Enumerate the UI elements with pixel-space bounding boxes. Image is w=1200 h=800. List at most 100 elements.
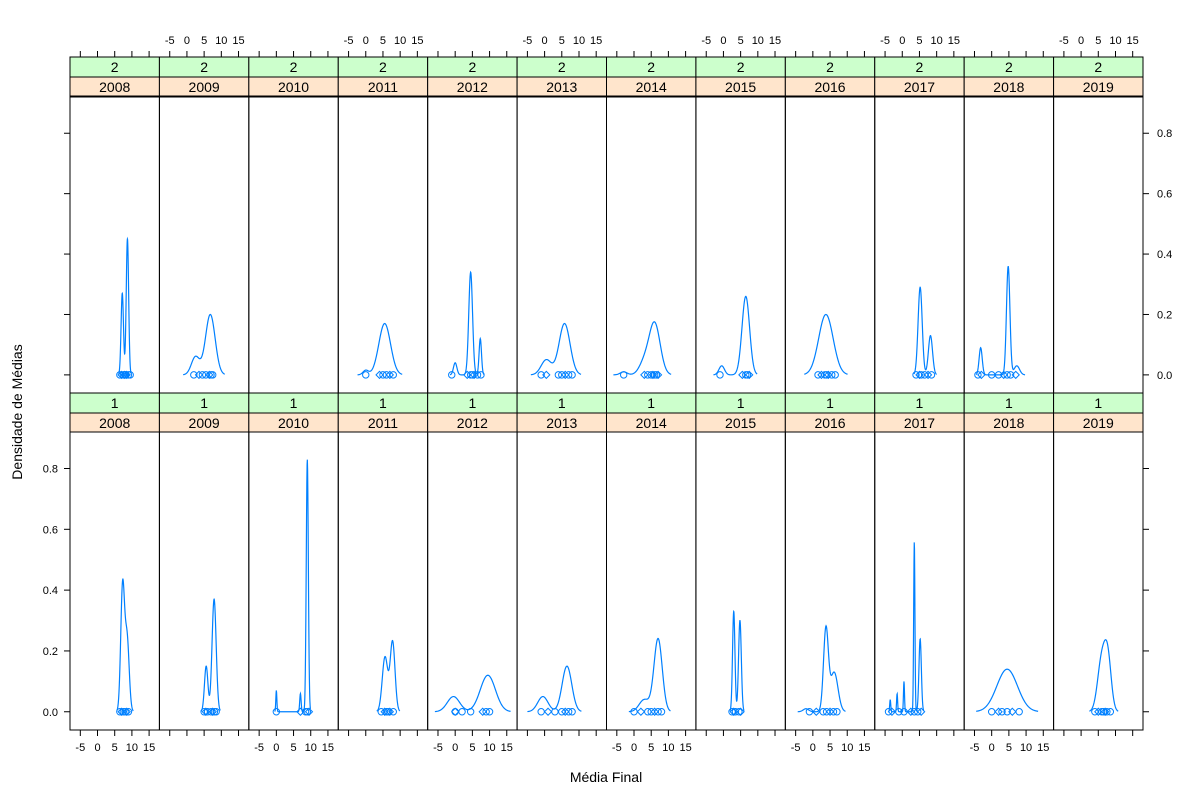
y-tick-label: 0.8: [43, 463, 58, 475]
strip-group-label: 1: [111, 395, 119, 411]
density-line: [274, 459, 311, 713]
panel-2-2014: 2 2014: [606, 56, 697, 394]
y-tick-label: 0.4: [1157, 249, 1172, 261]
strip-year-label: 2019: [1083, 415, 1114, 431]
density-line: [713, 295, 758, 376]
axes-layer: -5 0 5 10 15-5 0 5 10 15-5 0 5 10 15-5 0 5 10 15-5 0 5 10 15…: [43, 35, 1173, 754]
data-point: [564, 708, 573, 716]
strip-group-label: 2: [916, 59, 924, 75]
strip-group-label: 2: [826, 59, 834, 75]
x-tick-label: 10: [215, 35, 227, 47]
x-tick-label: -5: [1059, 35, 1069, 47]
strip-group-label: 1: [826, 395, 834, 411]
data-point: [828, 371, 836, 379]
x-tick-label: 10: [752, 35, 764, 47]
strip-year-label: 2008: [99, 415, 130, 431]
strip-group-label: 1: [468, 395, 476, 411]
data-point: [736, 707, 745, 716]
x-axis-bottom-2016: -5 0 5 10 15: [791, 51, 871, 754]
data-point: [824, 370, 833, 380]
data-point: [884, 708, 893, 716]
x-tick-label: 15: [858, 742, 870, 754]
data-point: [568, 371, 576, 379]
strip-year-label: 2015: [725, 79, 756, 95]
data-point: [121, 708, 129, 716]
strip-group-label: 1: [1094, 395, 1102, 411]
density-line: [116, 578, 134, 712]
data-point: [906, 707, 916, 716]
data-point: [485, 708, 494, 716]
data-point: [468, 371, 477, 379]
strip-group-label: 1: [916, 395, 924, 411]
data-point: [389, 708, 397, 716]
data-point: [207, 708, 215, 716]
x-axis-top-2011: -5 0 5 10 15: [344, 35, 423, 736]
strip-year-label: 2016: [814, 415, 845, 431]
x-tick-label: 15: [322, 742, 334, 754]
data-point: [272, 708, 281, 716]
x-tick-label: -5: [880, 35, 890, 47]
strip-group-label: 2: [737, 59, 745, 75]
strip-group-label: 1: [379, 395, 387, 411]
x-tick-label: -5: [254, 742, 264, 754]
x-tick-label: 5: [1095, 35, 1101, 47]
strip-group-label: 2: [647, 59, 655, 75]
x-tick-label: 10: [841, 742, 853, 754]
x-tick-label: 15: [590, 35, 602, 47]
strip-year-label: 2013: [546, 79, 577, 95]
x-tick-label: 0: [94, 742, 100, 754]
data-point: [303, 708, 311, 716]
data-point: [1103, 708, 1111, 716]
panel-1-2015: 1 2015: [695, 392, 786, 731]
data-point: [657, 708, 666, 716]
strip-year-label: 2015: [725, 415, 756, 431]
data-point: [568, 708, 576, 716]
density-line: [1089, 639, 1119, 712]
panel-1-2016: 1 2016: [784, 392, 876, 731]
density-line: [118, 236, 132, 375]
data-point: [974, 371, 982, 379]
strip-group-label: 1: [290, 395, 298, 411]
strip-group-label: 2: [468, 59, 476, 75]
y-tick-label: 0.6: [1157, 189, 1172, 201]
strip-year-label: 2009: [189, 415, 220, 431]
data-point: [124, 708, 133, 716]
x-axis-label: Média Final: [570, 769, 642, 785]
x-tick-label: -5: [75, 742, 85, 754]
y-tick-label: 0.0: [1157, 370, 1172, 382]
density-line: [530, 322, 582, 376]
density-line: [913, 286, 937, 375]
strip-group-label: 1: [558, 395, 566, 411]
y-tick-label: 0.6: [43, 524, 58, 536]
density-line: [797, 624, 846, 713]
strip-year-label: 2017: [904, 415, 935, 431]
x-tick-label: 5: [559, 35, 565, 47]
panels-layer: 2 2008 2 2009 2 2010 2 2011 2 2012 2 2013 2 2014 2 2015…: [69, 56, 1144, 731]
data-point: [998, 708, 1006, 716]
y-axis-right: 0.0 0.2 0.4 0.6 0.8: [1143, 128, 1172, 713]
x-tick-label: 15: [232, 35, 244, 47]
x-tick-label: -5: [701, 35, 711, 47]
data-point: [887, 707, 897, 716]
data-point: [812, 707, 821, 716]
x-tick-label: -5: [165, 35, 175, 47]
x-tick-label: -5: [612, 742, 622, 754]
panel-2-2017: 2 2017: [874, 56, 965, 394]
x-tick-label: 10: [662, 742, 674, 754]
x-axis-bottom-2008: -5 0 5 10 15: [75, 51, 155, 754]
data-point: [1015, 708, 1023, 716]
x-tick-label: 0: [363, 35, 369, 47]
x-axis-bottom-2014: -5 0 5 10 15: [612, 51, 692, 754]
x-axis-top-2015: -5 0 5 10 15: [701, 35, 781, 736]
density-line: [376, 639, 401, 712]
data-point: [650, 707, 659, 716]
x-tick-label: 10: [1020, 742, 1032, 754]
strip-year-label: 2014: [636, 415, 667, 431]
data-point: [923, 370, 933, 380]
panel-2-2015: 2 2015: [695, 56, 786, 394]
x-tick-label: 10: [1109, 35, 1121, 47]
panel-2-2010: 2 2010: [248, 56, 339, 394]
data-point: [208, 707, 217, 716]
x-tick-label: 15: [679, 742, 691, 754]
x-tick-label: 10: [931, 35, 943, 47]
